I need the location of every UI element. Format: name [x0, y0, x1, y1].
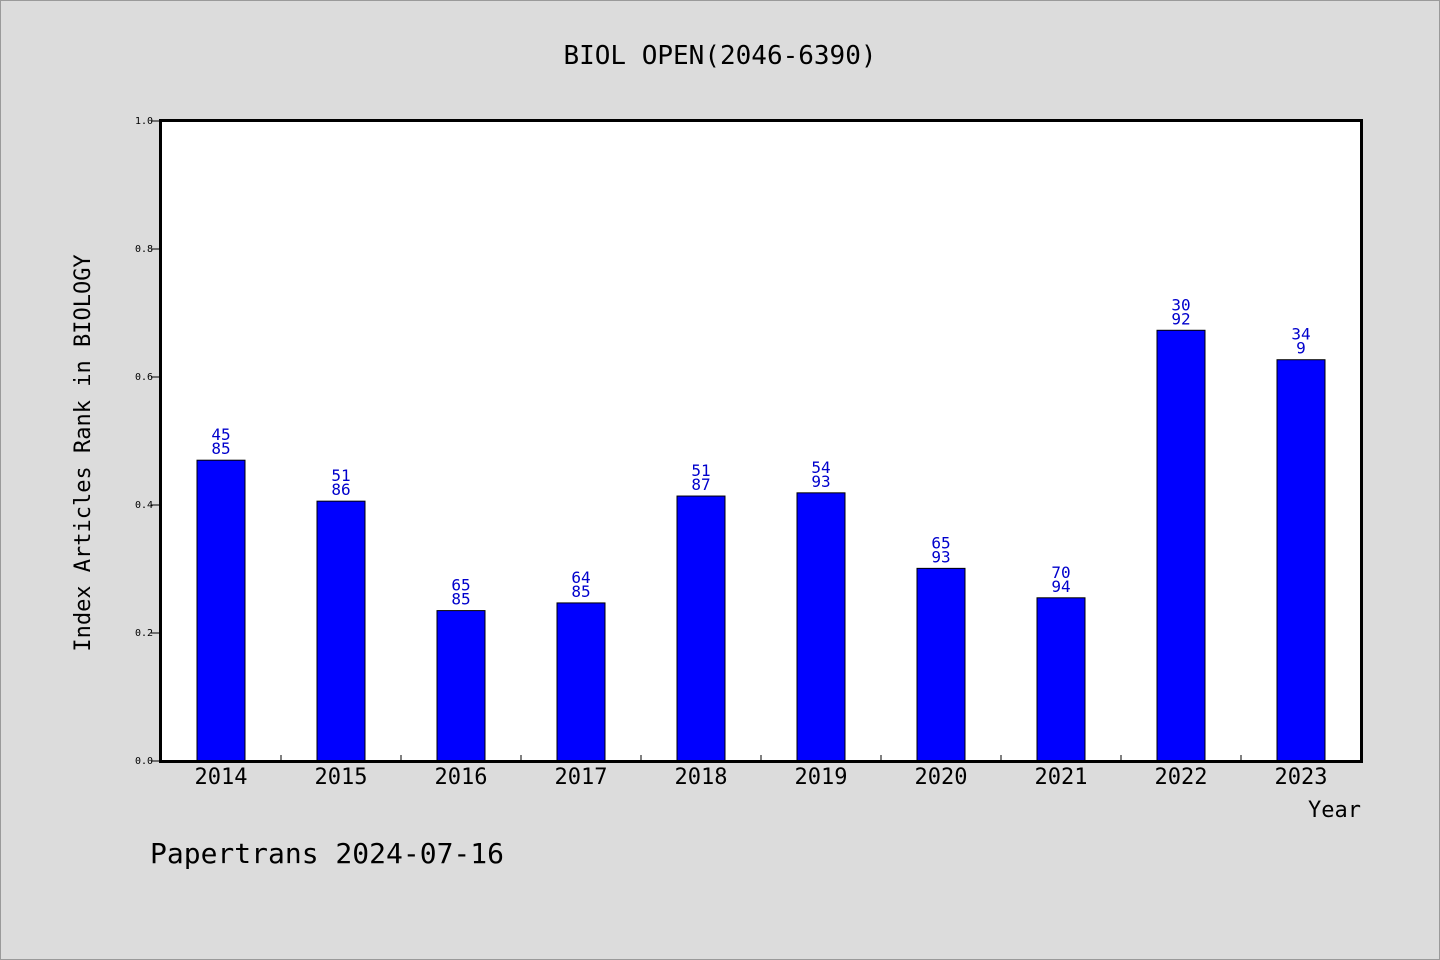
bar-2022	[1156, 329, 1206, 762]
bar-label-bottom-2014: 85	[211, 439, 230, 458]
x-tick-label-2018: 2018	[675, 765, 728, 790]
bar-2021	[1036, 597, 1086, 762]
bar-label-bottom-2015: 86	[331, 480, 350, 499]
x-tick-label-2019: 2019	[795, 765, 848, 790]
bar-2019	[796, 492, 846, 762]
bar-label-top-2023: 34	[1291, 325, 1310, 344]
bar-label-bottom-2021: 94	[1051, 577, 1070, 596]
bar-2023	[1276, 359, 1326, 762]
bar-label-top-2019: 54	[811, 458, 830, 477]
y-ticks-layer: 0.0 0.2 0.4 0.6 0.8 1.0	[135, 116, 161, 767]
bar-label-bottom-2020: 93	[931, 547, 950, 566]
bar-label-top-2021: 70	[1051, 563, 1070, 582]
footer-credit: Papertrans 2024-07-16	[150, 837, 504, 870]
bar-label-top-2016: 65	[451, 576, 470, 595]
y-axis-label: Index Articles Rank in BIOLOGY	[71, 254, 96, 651]
bar-2020	[916, 567, 966, 762]
bar-label-bottom-2018: 87	[691, 475, 710, 494]
y-tick-label-0.4: 0.4	[135, 500, 153, 511]
bar-label-top-2018: 51	[691, 461, 710, 480]
y-tick-label-0.6: 0.6	[135, 372, 153, 383]
bar-2014	[196, 459, 246, 762]
y-tick-label-0.0: 0.0	[135, 756, 153, 767]
bar-2017	[556, 602, 606, 762]
plot-frame	[159, 119, 1363, 763]
x-tick-label-2014: 2014	[195, 765, 248, 790]
x-tick-label-2017: 2017	[555, 765, 608, 790]
bar-label-top-2020: 65	[931, 533, 950, 552]
x-tick-label-2020: 2020	[915, 765, 968, 790]
y-tick-label-0.2: 0.2	[135, 628, 153, 639]
bar-label-top-2014: 45	[211, 425, 230, 444]
x-tick-label-2022: 2022	[1155, 765, 1208, 790]
bar-label-bottom-2023: 9	[1296, 339, 1306, 358]
bar-label-bottom-2017: 85	[571, 582, 590, 601]
x-tick-label-2016: 2016	[435, 765, 488, 790]
bar-label-bottom-2016: 85	[451, 590, 470, 609]
bar-label-top-2022: 30	[1171, 295, 1190, 314]
bar-2016	[436, 610, 486, 762]
x-ticks-layer: 2014 2015 2016 2017 2018 2019 2020 2021 2022 2023	[195, 755, 1328, 790]
x-tick-label-2015: 2015	[315, 765, 368, 790]
y-tick-label-1.0: 1.0	[135, 116, 153, 127]
x-tick-label-2021: 2021	[1035, 765, 1088, 790]
bar-label-bottom-2022: 92	[1171, 309, 1190, 328]
y-tick-label-0.8: 0.8	[135, 244, 153, 255]
bar-2018	[676, 495, 726, 762]
bar-label-top-2015: 51	[331, 466, 350, 485]
bar-label-bottom-2019: 93	[811, 472, 830, 491]
x-tick-label-2023: 2023	[1275, 765, 1328, 790]
bar-label-top-2017: 64	[571, 568, 590, 587]
bar-2015	[316, 500, 366, 762]
x-axis-label: Year	[1308, 798, 1361, 823]
chart-title: BIOL OPEN(2046-6390)	[563, 41, 876, 71]
